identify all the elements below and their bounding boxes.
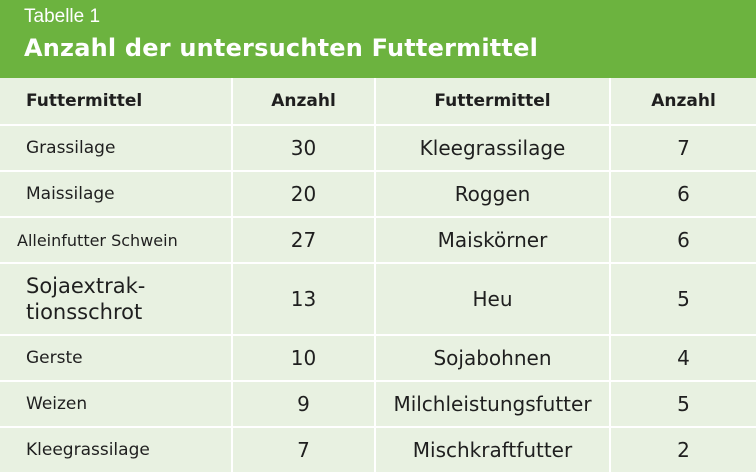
table-row: Sojaextrak-tionsschrot 13 Heu 5 bbox=[0, 263, 756, 336]
feed-name-cell: Mischkraftfutter bbox=[375, 427, 611, 474]
feed-name-cell: Kleegrassilage bbox=[375, 125, 611, 172]
table-row: Maissilage 20 Roggen 6 bbox=[0, 171, 756, 218]
column-header-anzahl-1: Anzahl bbox=[232, 78, 376, 126]
table-row: Alleinfutter Schwein 27 Maiskörner 6 bbox=[0, 217, 756, 264]
table-title: Anzahl der untersuchten Futtermittel bbox=[24, 34, 539, 62]
count-cell: 30 bbox=[232, 125, 376, 172]
count-cell: 13 bbox=[232, 263, 376, 336]
feed-name-cell: Weizen bbox=[0, 381, 233, 428]
feed-name-cell: Alleinfutter Schwein bbox=[0, 217, 233, 264]
count-cell: 2 bbox=[610, 427, 756, 474]
feed-name-cell: Kleegrassilage bbox=[0, 427, 233, 474]
count-cell: 7 bbox=[610, 125, 756, 172]
feed-name-cell: Maiskörner bbox=[375, 217, 611, 264]
column-header-anzahl-2: Anzahl bbox=[610, 78, 756, 126]
column-header-futtermittel-1: Futtermittel bbox=[0, 78, 233, 126]
feed-name-cell: Heu bbox=[375, 263, 611, 336]
feed-name-cell: Milchleistungsfutter bbox=[375, 381, 611, 428]
table-number: Tabelle 1 bbox=[24, 6, 101, 27]
column-header-futtermittel-2: Futtermittel bbox=[375, 78, 611, 126]
feed-name-cell: Grassilage bbox=[0, 125, 233, 172]
feed-name-text: Sojaextrak-tionsschrot bbox=[26, 274, 146, 324]
count-cell: 5 bbox=[610, 381, 756, 428]
table-row: Weizen 9 Milchleistungsfutter 5 bbox=[0, 381, 756, 428]
count-cell: 20 bbox=[232, 171, 376, 218]
count-cell: 10 bbox=[232, 335, 376, 382]
count-cell: 9 bbox=[232, 381, 376, 428]
feed-name-cell: Sojabohnen bbox=[375, 335, 611, 382]
count-cell: 6 bbox=[610, 171, 756, 218]
table-row: Kleegrassilage 7 Mischkraftfutter 2 bbox=[0, 427, 756, 474]
count-cell: 27 bbox=[232, 217, 376, 264]
count-cell: 5 bbox=[610, 263, 756, 336]
table-header-row: Futtermittel Anzahl Futtermittel Anzahl bbox=[0, 78, 756, 126]
count-cell: 6 bbox=[610, 217, 756, 264]
count-cell: 4 bbox=[610, 335, 756, 382]
feed-name-cell: Gerste bbox=[0, 335, 233, 382]
count-cell: 7 bbox=[232, 427, 376, 474]
table-header: Tabelle 1 Anzahl der untersuchten Futter… bbox=[0, 0, 756, 78]
feed-name-cell: Sojaextrak-tionsschrot bbox=[0, 263, 233, 336]
table-row: Gerste 10 Sojabohnen 4 bbox=[0, 335, 756, 382]
feed-table: Futtermittel Anzahl Futtermittel Anzahl … bbox=[0, 78, 756, 474]
table-row: Grassilage 30 Kleegrassilage 7 bbox=[0, 125, 756, 172]
feed-name-cell: Roggen bbox=[375, 171, 611, 218]
feed-name-cell: Maissilage bbox=[0, 171, 233, 218]
